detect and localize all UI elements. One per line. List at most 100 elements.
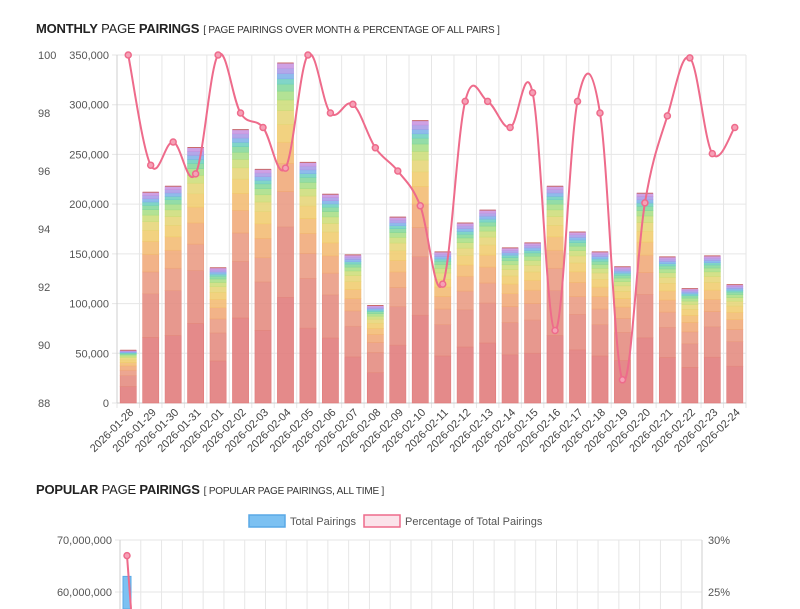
bar-segment [119,386,137,404]
line-point [146,161,155,169]
stacked-bar [546,185,564,404]
bar-segment [546,236,564,251]
bar-segment [703,289,721,300]
bar-segment [142,254,160,273]
bar-segment [479,215,497,220]
bar-segment [277,99,294,111]
bar-segment [411,151,429,161]
bar-segment [322,203,339,208]
bar-segment [187,182,205,195]
bar-segment [546,189,564,194]
bar-segment [299,162,317,167]
bar-segment [411,143,429,152]
bar-segment [366,352,384,374]
bar-segment [591,272,609,280]
bar-segment [569,245,586,251]
bar-segment [366,318,384,324]
popular-pairings-title: POPULAR PAGE PAIRINGS[ POPULAR PAGE PAIR… [36,482,385,497]
bar-segment [501,275,519,285]
bar-segment [299,182,317,189]
bar-segment [322,337,339,404]
line-point [438,280,447,288]
bar-segment [277,296,294,404]
bar-segment [434,268,452,274]
monthly-pairings-chart: 0 50,000 100,000 150,000 200,000 250,000 300,0… [38,50,747,455]
bar-segment [254,183,272,190]
bar-segment [366,334,384,343]
stacked-bar [658,256,676,404]
y-right-tick-label: 90 [38,340,50,352]
bar-segment [366,313,384,317]
bar-segment [209,282,227,287]
bar-segment [299,173,317,178]
bar-segment [501,269,519,277]
bar-segment [591,286,609,297]
stacked-bar [434,251,452,404]
bar-segment [366,311,384,314]
bar-segment [344,259,362,263]
line-point [663,112,672,120]
line-point [461,97,469,106]
bar-segment [614,285,631,292]
bar-segment [232,232,249,262]
bar-segment [277,226,294,298]
y-left-tick-label: 150,000 [69,249,109,261]
bar-segment [614,277,631,282]
legend-label: Percentage of Total Pairings [405,516,543,528]
bar-segment [614,268,631,272]
stacked-bar [277,62,294,404]
line-point [483,97,492,106]
bar-segment [479,225,497,232]
bar-segment [277,67,294,74]
bar-segment [254,169,272,174]
bar-segment [209,299,227,309]
bar-segment [344,310,362,327]
bar-segment [119,375,137,387]
bar-segment [546,335,564,404]
bar-segment [164,249,182,269]
bar-segment [546,209,564,217]
bar-segment [209,332,227,362]
bar-segment [411,124,429,130]
stacked-bar [389,216,407,404]
bar-segment [209,273,227,277]
bar-segment [456,247,474,256]
bar-segment [232,129,249,135]
bar-segment [366,315,384,320]
y-left-tick-label: 0 [103,398,109,410]
bar-segment [703,282,721,291]
bar-segment [658,258,676,262]
bar-segment [322,255,339,274]
line-point [214,51,222,59]
bar-segment [142,293,160,338]
bar-segment [322,272,339,296]
bar-segment [142,230,160,242]
bar-segment [524,289,541,304]
bar-segment [456,225,474,229]
bar-segment [344,270,362,276]
bar-segment [524,352,541,404]
bar-segment [344,263,362,268]
bar-segment [411,171,429,187]
bar-segment [232,146,249,153]
bar-segment [232,151,249,160]
bar-segment [142,195,160,200]
y-right-tick-label: 94 [38,224,50,236]
bar-segment [456,264,474,277]
bar-segment [187,163,205,169]
bar-segment [479,282,497,304]
y-right-tick-label: 92 [38,282,50,294]
line-point [394,167,402,175]
bar-segment [636,337,654,404]
bar-segment [389,344,407,404]
bar-segment [569,349,586,404]
stacked-bar [501,247,519,404]
bar-segment [681,322,699,333]
popular-pairings-chart: Total Pairings Percentage of Total Pairin… [57,514,730,609]
bar-segment [164,335,182,404]
stacked-bar [344,254,362,404]
bar-segment [569,236,586,241]
bar-segment [569,271,586,283]
bar-segment [254,194,272,203]
bar-segment [344,266,362,272]
